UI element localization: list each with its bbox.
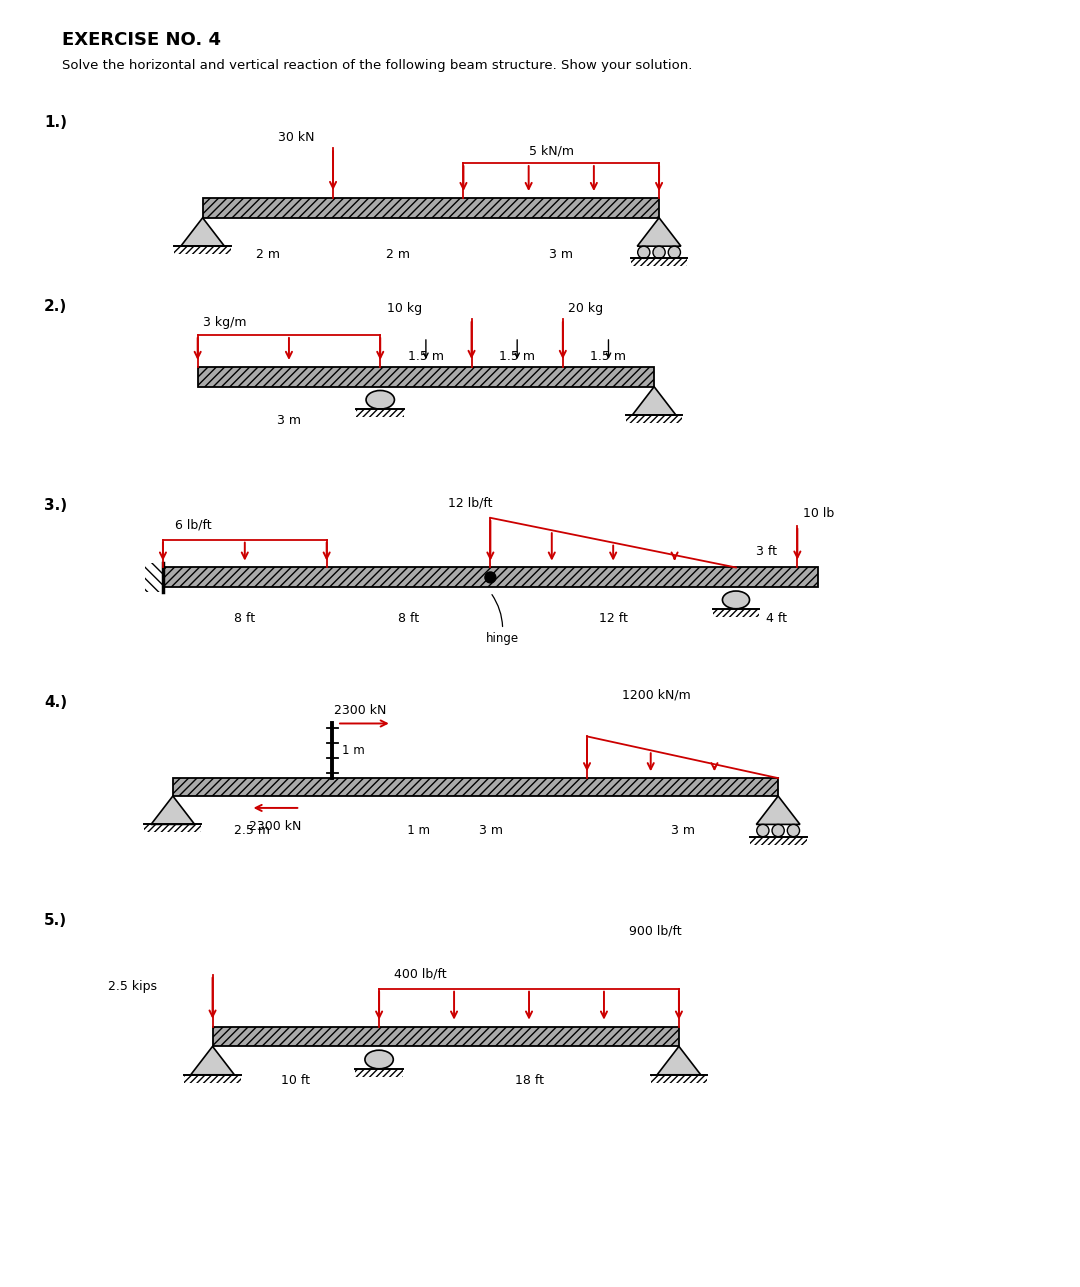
Text: 12 lb/ft: 12 lb/ft [448,497,492,510]
Polygon shape [637,218,680,246]
Text: 2300 kN: 2300 kN [334,704,387,717]
Text: Solve the horizontal and vertical reaction of the following beam structure. Show: Solve the horizontal and vertical reacti… [62,59,692,72]
Text: 6 lb/ft: 6 lb/ft [175,519,212,532]
Text: 12 ft: 12 ft [598,613,627,625]
Polygon shape [151,795,194,825]
Bar [213,1027,679,1046]
Text: 3 kg/m: 3 kg/m [203,317,246,329]
Text: 20 kg: 20 kg [568,302,603,315]
Text: 8 ft: 8 ft [397,613,419,625]
Text: EXERCISE NO. 4: EXERCISE NO. 4 [62,31,220,49]
Polygon shape [632,386,676,416]
Text: 1.5 m: 1.5 m [591,350,626,363]
Text: 1 m: 1 m [342,744,365,757]
Circle shape [637,246,650,259]
Text: 5.): 5.) [44,914,67,928]
Ellipse shape [365,1050,393,1068]
Text: 2 m: 2 m [256,247,280,260]
Text: 900 lb/ft: 900 lb/ft [630,924,681,937]
Text: 10 ft: 10 ft [281,1075,310,1088]
Text: 2 m: 2 m [387,247,410,260]
Polygon shape [191,1046,234,1075]
Text: 30 kN: 30 kN [279,131,315,144]
Circle shape [772,825,784,837]
Circle shape [669,246,680,259]
Text: 2.): 2.) [44,300,67,314]
Bar [198,367,654,386]
Polygon shape [756,795,800,825]
Circle shape [485,571,496,583]
Text: 3 m: 3 m [480,824,503,837]
Circle shape [787,825,799,837]
Polygon shape [657,1046,701,1075]
Text: 10 kg: 10 kg [387,302,422,315]
Bar [203,198,659,218]
Text: 3.): 3.) [44,498,67,514]
Text: hinge: hinge [485,595,518,645]
Text: 1.5 m: 1.5 m [499,350,536,363]
Text: 5 kN/m: 5 kN/m [529,144,573,157]
Text: 18 ft: 18 ft [514,1075,543,1088]
Text: 4.): 4.) [44,695,67,709]
Text: 2.5 m: 2.5 m [234,824,270,837]
Text: 10 lb: 10 lb [804,507,835,520]
Text: 8 ft: 8 ft [234,613,255,625]
Text: 1.): 1.) [44,116,67,130]
Text: 400 lb/ft: 400 lb/ft [394,968,447,981]
Bar [173,779,779,795]
Bar [163,568,818,587]
Circle shape [757,825,769,837]
Polygon shape [180,218,225,246]
Text: 1200 kN/m: 1200 kN/m [622,689,690,701]
Text: 3 ft: 3 ft [756,544,778,557]
Text: 4 ft: 4 ft [767,613,787,625]
Text: 1.5 m: 1.5 m [408,350,444,363]
Text: 2.5 kips: 2.5 kips [108,979,158,992]
Ellipse shape [723,591,750,609]
Text: 3 m: 3 m [671,824,694,837]
Text: 1 m: 1 m [396,824,430,837]
Text: 3 m: 3 m [276,414,301,427]
Text: 3 m: 3 m [550,247,573,260]
Text: 2300 kN: 2300 kN [249,820,301,833]
Circle shape [653,246,665,259]
Ellipse shape [366,390,394,409]
